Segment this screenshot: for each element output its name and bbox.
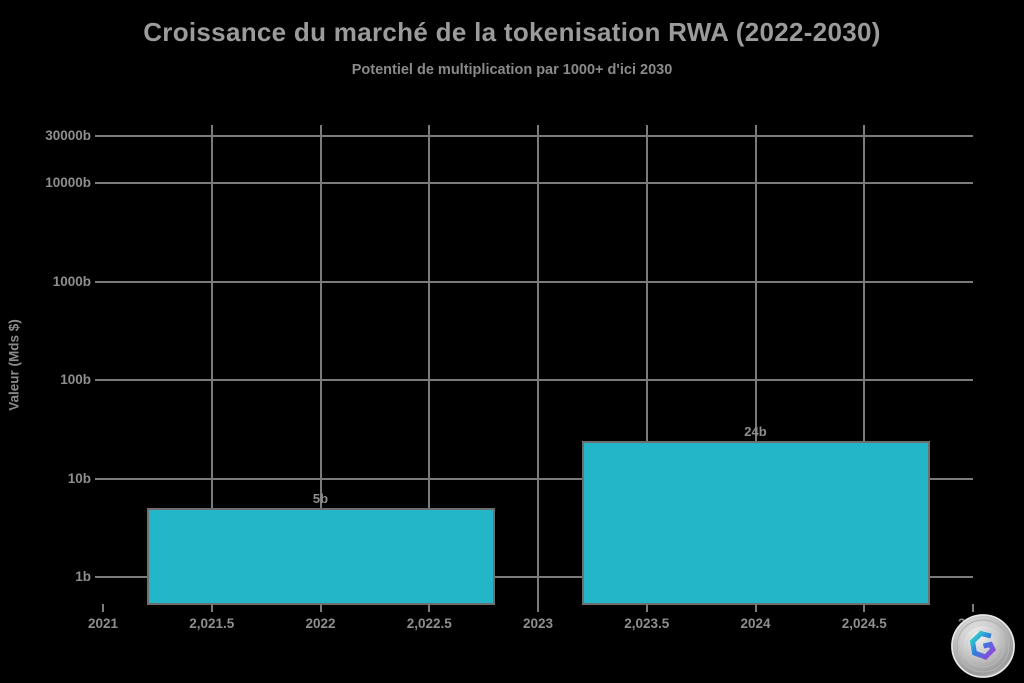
x-gridline bbox=[319, 125, 322, 605]
x-tick-mark bbox=[645, 604, 648, 612]
coin-logo-icon bbox=[951, 614, 1015, 678]
y-tick-label: 10b bbox=[67, 470, 91, 486]
y-tick-label: 30000b bbox=[45, 128, 91, 143]
x-tick-mark bbox=[102, 604, 104, 612]
x-gridline bbox=[645, 125, 648, 605]
y-tick-mark bbox=[95, 477, 103, 480]
x-tick-mark bbox=[210, 604, 213, 612]
x-tick-mark bbox=[754, 604, 757, 612]
x-tick-label: 2,021.5 bbox=[189, 616, 235, 631]
y-tick-label: 1b bbox=[75, 569, 91, 584]
bar-2024 bbox=[581, 441, 930, 605]
y-tick-label: 100b bbox=[60, 372, 91, 387]
x-tick-mark bbox=[428, 604, 431, 612]
y-axis-title: Valeur (Mds $) bbox=[6, 319, 22, 411]
y-tick-mark bbox=[95, 182, 103, 184]
x-tick-label: 2021 bbox=[87, 616, 119, 631]
y-tick-mark bbox=[95, 135, 103, 137]
x-gridline bbox=[863, 125, 866, 605]
chart-title: Croissance du marché de la tokenisation … bbox=[143, 17, 881, 47]
y-tick-mark bbox=[95, 379, 103, 381]
bar-value-label: 5b bbox=[312, 491, 329, 507]
y-tick-label: 1000b bbox=[52, 273, 91, 289]
y-tick-mark bbox=[95, 576, 103, 578]
x-tick-mark bbox=[319, 604, 322, 612]
bar-value-label: 24b bbox=[744, 424, 767, 440]
x-tick-label: 2,023.5 bbox=[624, 616, 670, 631]
plot-area: 1b 10b 100b 1000b 10000b 30000b 2021 2,021.5 202… bbox=[45, 125, 988, 631]
x-tick-mark bbox=[863, 604, 866, 612]
x-tick-mark bbox=[537, 604, 539, 612]
x-tick-label: 2024 bbox=[740, 616, 771, 631]
x-tick-mark bbox=[972, 604, 974, 612]
x-gridline bbox=[210, 125, 213, 605]
x-tick-label: 2,022.5 bbox=[406, 616, 452, 631]
x-gridline bbox=[754, 125, 757, 605]
y-tick-label: 10000b bbox=[45, 175, 91, 190]
x-tick-label: 2022 bbox=[305, 616, 336, 631]
bar-2022 bbox=[146, 508, 495, 605]
x-tick-label: 2,024.5 bbox=[841, 616, 887, 631]
chart-subtitle: Potentiel de multiplication par 1000+ d'… bbox=[351, 62, 673, 78]
y-tick-mark bbox=[95, 280, 103, 283]
x-tick-label: 2023 bbox=[522, 616, 554, 631]
x-gridline bbox=[537, 125, 539, 605]
x-gridline bbox=[428, 125, 431, 605]
